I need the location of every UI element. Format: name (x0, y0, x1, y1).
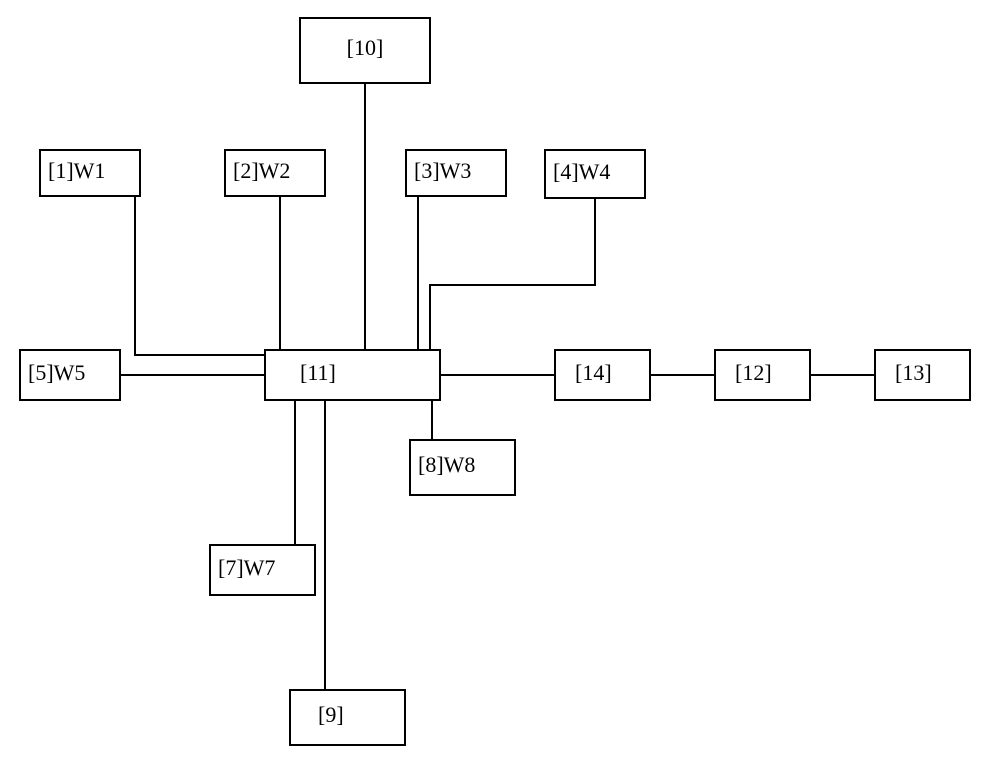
node-n12: [12] (715, 350, 810, 400)
nodes-layer: [10] [1]W1 [2]W2 [3]W3 [4]W4 [5]W5 [11] [14] [12… (20, 18, 970, 745)
node-label-n10: [10] (347, 35, 384, 60)
edge-n1-n11 (135, 196, 265, 355)
node-n1: [1]W1 (40, 150, 140, 196)
node-n14: [14] (555, 350, 650, 400)
edge-n4-n11 (430, 198, 595, 350)
diagram-canvas: [10] [1]W1 [2]W2 [3]W3 [4]W4 [5]W5 [11] [14] [12… (0, 0, 1000, 784)
node-n7: [7]W7 (210, 545, 315, 595)
node-label-n8: [8]W8 (418, 452, 475, 477)
node-n5: [5]W5 (20, 350, 120, 400)
node-n11: [11] (265, 350, 440, 400)
node-n2: [2]W2 (225, 150, 325, 196)
node-n9: [9] (290, 690, 405, 745)
node-label-n9: [9] (318, 702, 344, 727)
node-rect-n11 (265, 350, 440, 400)
node-label-n12: [12] (735, 360, 772, 385)
node-label-n14: [14] (575, 360, 612, 385)
node-label-n2: [2]W2 (233, 158, 290, 183)
node-label-n13: [13] (895, 360, 932, 385)
node-n13: [13] (875, 350, 970, 400)
node-n4: [4]W4 (545, 150, 645, 198)
node-rect-n9 (290, 690, 405, 745)
node-n3: [3]W3 (406, 150, 506, 196)
node-label-n4: [4]W4 (553, 159, 610, 184)
node-label-n1: [1]W1 (48, 158, 105, 183)
node-n8: [8]W8 (410, 440, 515, 495)
node-label-n5: [5]W5 (28, 360, 85, 385)
node-n10: [10] (300, 18, 430, 83)
node-label-n7: [7]W7 (218, 555, 275, 580)
node-label-n3: [3]W3 (414, 158, 471, 183)
node-label-n11: [11] (300, 360, 336, 385)
